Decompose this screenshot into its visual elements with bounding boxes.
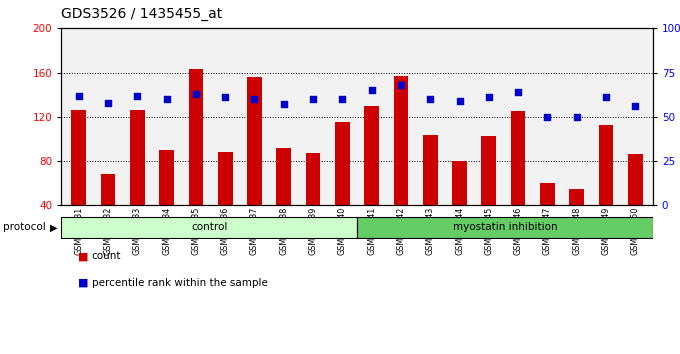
Point — [161, 96, 172, 102]
Bar — [101, 175, 116, 250]
Bar — [277, 148, 291, 250]
Bar — [540, 183, 555, 250]
Point — [483, 95, 494, 100]
Point — [600, 95, 611, 100]
Bar — [423, 135, 437, 250]
Point — [132, 93, 143, 98]
Text: percentile rank within the sample: percentile rank within the sample — [92, 278, 268, 288]
Bar — [569, 189, 584, 250]
Bar — [452, 161, 467, 250]
Bar — [130, 110, 145, 250]
Bar — [394, 76, 408, 250]
Bar — [306, 153, 320, 250]
Point — [396, 82, 407, 88]
Point — [630, 103, 641, 109]
Point — [249, 96, 260, 102]
Point — [513, 89, 524, 95]
Text: ■: ■ — [78, 278, 88, 288]
Point — [307, 96, 318, 102]
Point — [337, 96, 347, 102]
Bar — [159, 150, 174, 250]
Point — [190, 91, 201, 97]
Text: ■: ■ — [78, 251, 88, 261]
Bar — [628, 154, 643, 250]
Bar — [598, 125, 613, 250]
Bar — [335, 122, 350, 250]
Point — [454, 98, 465, 104]
Bar — [188, 69, 203, 250]
Point — [367, 87, 377, 93]
Text: control: control — [191, 222, 227, 233]
Bar — [61, 217, 357, 238]
Point — [278, 102, 289, 107]
Text: GDS3526 / 1435455_at: GDS3526 / 1435455_at — [61, 7, 222, 21]
Text: protocol: protocol — [3, 222, 46, 232]
Point — [571, 114, 582, 120]
Bar — [247, 77, 262, 250]
Text: count: count — [92, 251, 121, 261]
Bar — [364, 106, 379, 250]
Text: ▶: ▶ — [50, 222, 58, 232]
Point — [542, 114, 553, 120]
Point — [73, 93, 84, 98]
Bar — [481, 136, 496, 250]
Point — [103, 100, 114, 105]
Bar — [357, 217, 653, 238]
Bar — [218, 152, 233, 250]
Point — [220, 95, 231, 100]
Bar — [511, 111, 526, 250]
Bar — [71, 110, 86, 250]
Point — [425, 96, 436, 102]
Text: myostatin inhibition: myostatin inhibition — [453, 222, 557, 233]
